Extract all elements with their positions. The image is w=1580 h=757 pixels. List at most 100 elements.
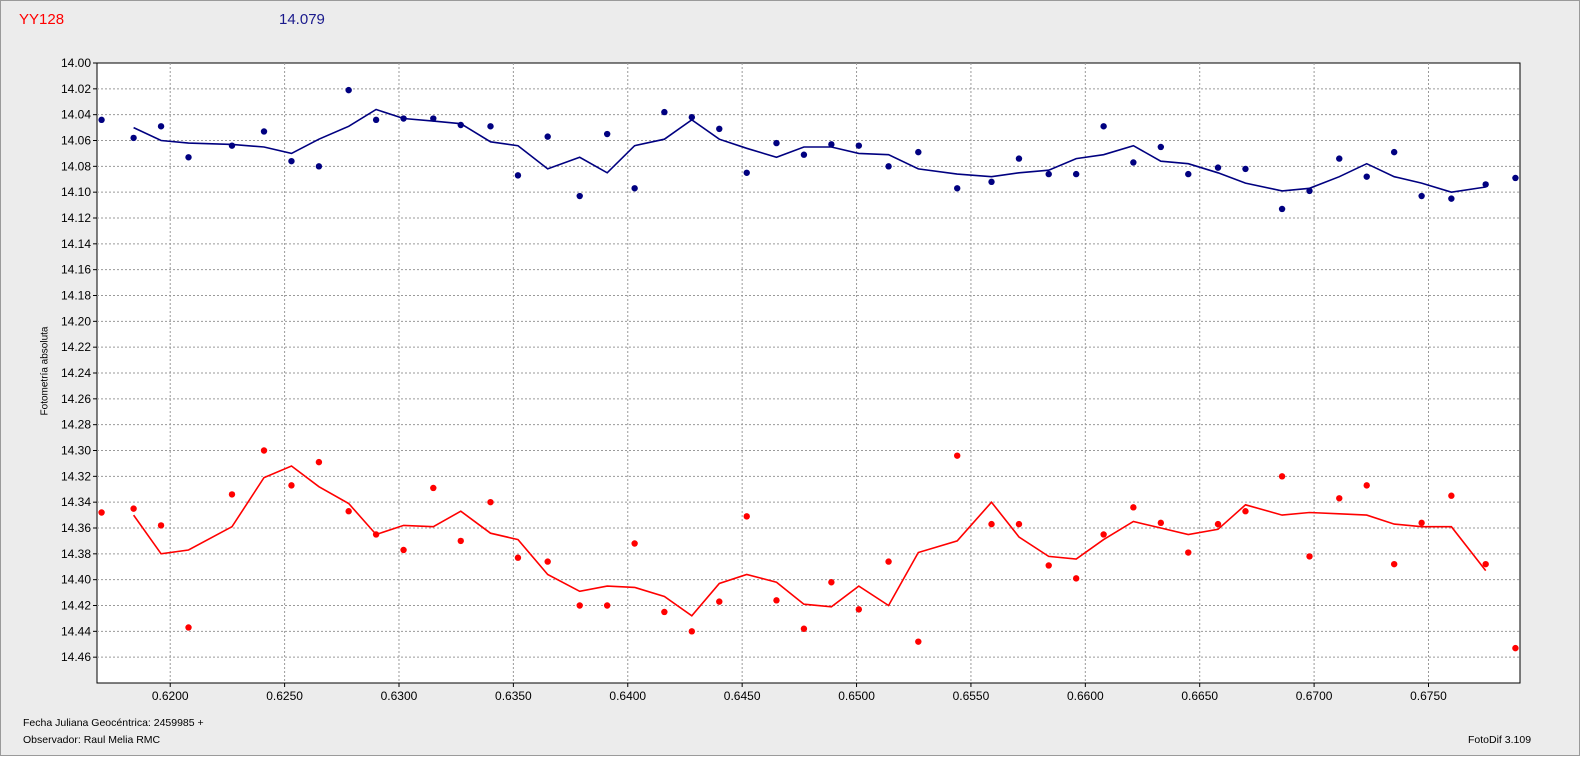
- x-tick-label: 0.6200: [152, 689, 189, 703]
- variable-data-point: [603, 602, 611, 609]
- reference-data-point: [130, 134, 137, 142]
- variable-data-point: [1306, 553, 1313, 560]
- variable-data-point: [260, 447, 268, 454]
- y-tick-label: 14.14: [61, 237, 91, 251]
- reference-data-point: [688, 114, 696, 121]
- y-tick-label: 14.18: [61, 289, 91, 303]
- julian-date-label: Fecha Juliana Geocéntrica: 2459985 +: [23, 717, 204, 729]
- x-tick-label: 0.6350: [495, 689, 532, 703]
- y-tick-label: 14.12: [61, 211, 91, 225]
- y-tick-label: 14.34: [61, 495, 91, 509]
- reference-data-point: [260, 128, 268, 135]
- variable-data-point: [954, 452, 961, 459]
- reference-data-point: [1130, 159, 1137, 166]
- reference-data-point: [773, 139, 780, 147]
- reference-data-point: [1045, 170, 1052, 178]
- reference-data-point: [1157, 143, 1165, 151]
- y-tick-label: 14.06: [61, 134, 91, 148]
- variable-data-point: [185, 624, 192, 631]
- y-tick-label: 14.36: [61, 521, 91, 535]
- reference-data-point: [372, 116, 380, 124]
- reference-data-point: [800, 151, 808, 158]
- reference-data-point: [185, 154, 192, 161]
- variable-data-point: [855, 606, 863, 613]
- variable-data-point: [1185, 549, 1192, 556]
- y-tick-label: 14.02: [61, 82, 91, 96]
- x-tick-label: 0.6700: [1296, 689, 1333, 703]
- variable-data-point: [1045, 562, 1052, 569]
- reference-data-point: [400, 115, 407, 122]
- variable-data-point: [98, 509, 105, 516]
- reference-data-point: [743, 169, 750, 176]
- reference-data-point: [1015, 155, 1023, 162]
- reference-data-point: [1242, 165, 1249, 173]
- variable-data-point: [828, 579, 835, 586]
- variable-data-point: [1482, 560, 1489, 568]
- variable-data-point: [1242, 508, 1249, 515]
- reference-data-point: [915, 148, 922, 156]
- reference-data-point: [98, 116, 105, 124]
- variable-data-point: [576, 602, 583, 609]
- variable-data-point: [1418, 519, 1425, 527]
- variable-data-point: [315, 458, 323, 466]
- reference-data-point: [855, 142, 863, 149]
- variable-data-point: [773, 597, 780, 604]
- y-tick-label: 14.42: [61, 599, 91, 613]
- reference-data-point: [1418, 192, 1425, 200]
- variable-data-point: [988, 520, 995, 528]
- variable-data-point: [743, 513, 750, 520]
- reference-data-point: [288, 157, 295, 165]
- variable-data-point: [228, 491, 236, 498]
- reference-data-point: [514, 172, 522, 179]
- variable-data-point: [130, 505, 137, 512]
- x-tick-label: 0.6450: [724, 689, 761, 703]
- y-tick-label: 14.04: [61, 108, 91, 122]
- y-axis-ticks: 14.00 14.02 14.04 14.06 14.08 14.10 14.12 14.14…: [61, 56, 97, 664]
- variable-data-point: [1512, 644, 1519, 652]
- reference-data-point: [954, 185, 961, 192]
- reference-data-point: [315, 163, 323, 170]
- variable-data-point: [688, 628, 696, 635]
- variable-data-point: [400, 546, 407, 554]
- y-tick-label: 14.24: [61, 366, 91, 380]
- reference-data-point: [457, 121, 464, 129]
- variable-data-point: [345, 508, 352, 515]
- reference-data-point: [430, 115, 437, 122]
- reference-data-point: [228, 142, 236, 149]
- reference-data-point: [1390, 148, 1398, 156]
- y-tick-label: 14.26: [61, 392, 91, 406]
- y-tick-label: 14.30: [61, 444, 91, 458]
- variable-data-point: [1278, 473, 1286, 480]
- reference-data-point: [157, 123, 165, 130]
- reference-data-point: [1448, 195, 1455, 202]
- reference-data-point: [1214, 164, 1222, 171]
- y-tick-label: 14.46: [61, 650, 91, 664]
- y-tick-label: 14.22: [61, 340, 91, 354]
- variable-data-point: [1130, 504, 1137, 511]
- software-version: FotoDif 3.109: [1468, 734, 1532, 746]
- reference-trend-line: [133, 108, 1486, 194]
- variable-data-point: [288, 482, 295, 489]
- reference-magnitude: 14.079: [279, 11, 325, 28]
- x-tick-label: 0.6750: [1410, 689, 1447, 703]
- y-tick-label: 14.16: [61, 263, 91, 277]
- variable-trend-line: [132, 465, 1487, 617]
- variable-data-point: [157, 522, 165, 529]
- y-tick-label: 14.40: [61, 573, 91, 587]
- x-tick-label: 0.6500: [838, 689, 875, 703]
- variable-data-point: [1363, 482, 1370, 489]
- variable-data-point: [716, 598, 723, 605]
- variable-data-point: [800, 625, 808, 632]
- variable-data-point: [1015, 520, 1023, 528]
- y-tick-label: 14.08: [61, 159, 91, 173]
- variable-data-point: [430, 484, 437, 492]
- variable-data-point: [544, 558, 551, 565]
- reference-data-point: [1278, 205, 1286, 213]
- variable-data-point: [1072, 575, 1080, 582]
- grid-lines: [97, 63, 1520, 683]
- variable-data-point: [1214, 520, 1222, 528]
- reference-data-point: [345, 86, 352, 94]
- variable-data-point: [514, 554, 522, 561]
